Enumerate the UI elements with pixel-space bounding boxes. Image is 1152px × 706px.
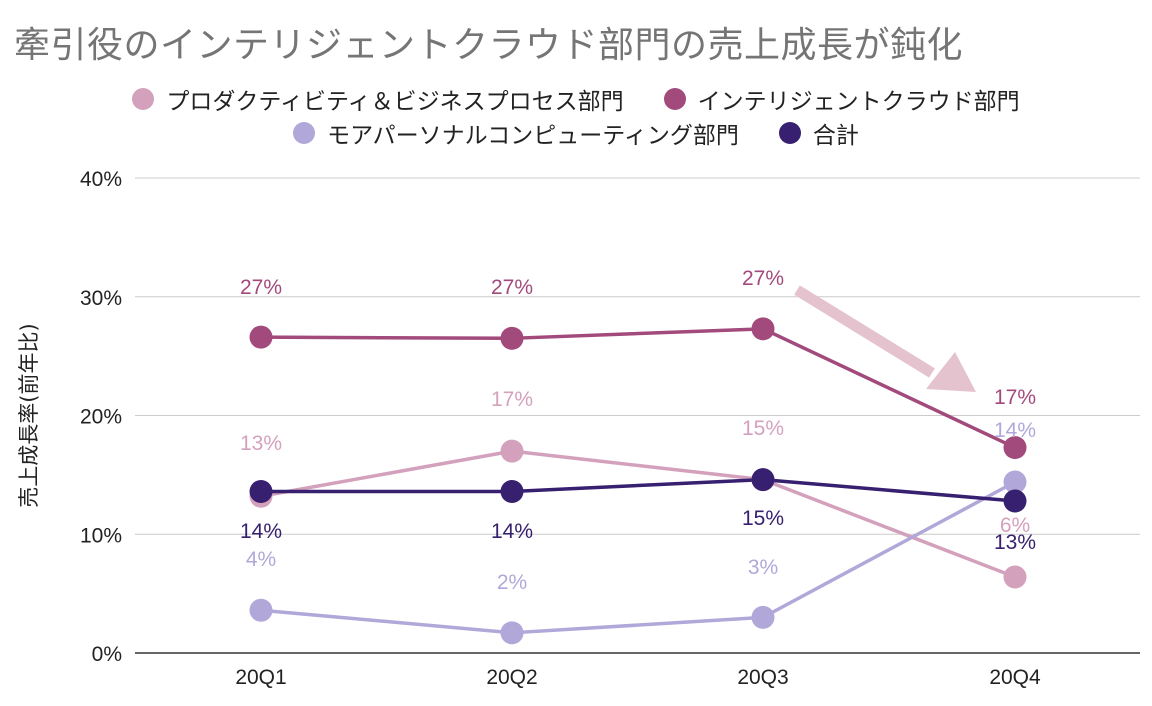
data-label-2: 4% [246, 548, 276, 571]
data-point-0 [1003, 565, 1027, 589]
annotation-arrow-head [926, 352, 976, 392]
legend-dot-personal-computing [293, 122, 316, 144]
data-label-1: 27% [742, 267, 784, 290]
legend-dot-total [778, 122, 801, 144]
data-label-2: 3% [748, 556, 778, 579]
series-line-0 [260, 449, 1016, 579]
data-label-3: 15% [742, 507, 784, 530]
y-tick-label: 0% [92, 643, 122, 666]
data-label-2: 2% [497, 571, 527, 594]
legend-item-personal-computing: モアパーソナルコンピューティング部門 [293, 116, 739, 150]
legend-item-total: 合計 [778, 116, 859, 150]
x-tick-label: 20Q2 [486, 666, 537, 689]
data-label-2: 14% [994, 419, 1036, 442]
legend-row-1: プロダクティビティ＆ビジネスプロセス部門 インテリジェントクラウド部門 [0, 82, 1152, 116]
data-label-3: 14% [240, 520, 282, 543]
data-point-3 [500, 480, 524, 503]
x-tick-label: 20Q3 [737, 666, 788, 689]
series-line-3 [261, 477, 1016, 503]
data-point-0 [500, 439, 524, 463]
series-line-2 [260, 480, 1016, 635]
legend-dot-intelligent-cloud [663, 88, 686, 110]
legend-dot-productivity [132, 88, 155, 110]
data-label-1: 17% [994, 386, 1036, 409]
data-label-0: 15% [742, 417, 784, 440]
data-point-2 [249, 598, 273, 622]
data-point-3 [249, 480, 273, 503]
x-tick-label: 20Q1 [235, 666, 286, 689]
data-label-1: 27% [240, 276, 282, 299]
data-label-0: 13% [240, 432, 282, 455]
data-point-2 [1003, 470, 1027, 494]
data-point-3 [1003, 489, 1027, 513]
y-tick-label: 30% [80, 287, 122, 310]
annotation-arrow-shaft [794, 285, 935, 378]
y-tick-label: 20% [80, 406, 122, 429]
data-point-3 [751, 468, 775, 492]
y-axis-title: 売上成長率(前年比) [17, 323, 41, 507]
data-label-0: 17% [491, 388, 533, 411]
legend-item-intelligent-cloud: インテリジェントクラウド部門 [663, 82, 1020, 116]
chart-title: 牽引役のインテリジェントクラウド部門の売上成長が鈍化 [14, 25, 964, 66]
series-line-1 [260, 327, 1016, 450]
data-label-0: 6% [1000, 514, 1030, 537]
legend-label-productivity: プロダクティビティ＆ビジネスプロセス部門 [166, 89, 624, 115]
legend-row-2: モアパーソナルコンピューティング部門 合計 [0, 116, 1152, 150]
data-label-3: 13% [994, 531, 1036, 554]
legend-label-intelligent-cloud: インテリジェントクラウド部門 [697, 89, 1020, 115]
data-label-1: 27% [491, 276, 533, 299]
data-label-3: 14% [491, 520, 533, 543]
data-point-1 [751, 317, 775, 341]
legend-item-productivity: プロダクティビティ＆ビジネスプロセス部門 [132, 82, 624, 116]
legend-label-personal-computing: モアパーソナルコンピューティング部門 [327, 123, 739, 149]
data-point-1 [249, 325, 273, 349]
legend-label-total: 合計 [812, 123, 859, 149]
x-tick-label: 20Q4 [989, 666, 1041, 689]
y-tick-label: 10% [80, 524, 122, 547]
data-point-2 [500, 621, 524, 645]
y-tick-label: 40% [80, 168, 122, 191]
data-point-2 [751, 605, 775, 629]
data-point-1 [500, 326, 524, 350]
data-point-1 [1003, 436, 1027, 460]
